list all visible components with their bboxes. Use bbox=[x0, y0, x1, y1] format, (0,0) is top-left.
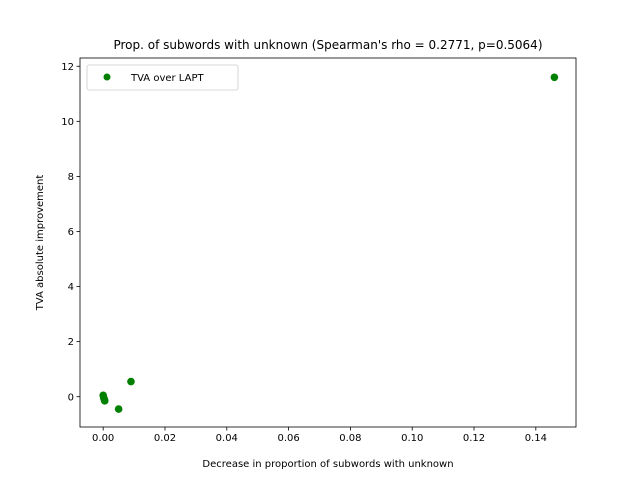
data-point bbox=[550, 73, 559, 82]
y-tick-label: 12 bbox=[61, 62, 74, 73]
x-tick-label: 0.00 bbox=[92, 433, 114, 444]
x-axis-ticks: 0.00 0.02 0.04 0.06 0.08 0.10 0.12 0.14 bbox=[92, 427, 547, 444]
legend-marker bbox=[103, 73, 111, 81]
data-point bbox=[100, 397, 109, 405]
x-tick-label: 0.08 bbox=[339, 433, 361, 444]
y-tick-label: 0 bbox=[68, 392, 74, 403]
x-tick-label: 0.12 bbox=[463, 433, 485, 444]
y-tick-label: 6 bbox=[68, 227, 74, 238]
x-axis-label: Decrease in proportion of subwords with … bbox=[202, 459, 453, 470]
scatter-points bbox=[99, 73, 559, 413]
chart-title: Prop. of subwords with unknown (Spearman… bbox=[113, 38, 542, 52]
legend-box bbox=[86, 64, 239, 91]
y-tick-label: 8 bbox=[68, 172, 74, 183]
y-tick-label: 10 bbox=[61, 117, 74, 128]
x-tick-label: 0.02 bbox=[154, 433, 176, 444]
plot-frame bbox=[79, 57, 577, 428]
x-tick-label: 0.10 bbox=[401, 433, 423, 444]
data-point bbox=[114, 405, 123, 413]
x-tick-label: 0.06 bbox=[277, 433, 299, 444]
y-tick-label: 2 bbox=[68, 337, 74, 348]
x-tick-label: 0.14 bbox=[525, 433, 547, 444]
data-point bbox=[127, 377, 135, 386]
legend: TVA over LAPT bbox=[86, 64, 239, 91]
y-axis-ticks: 0 2 4 6 8 10 12 bbox=[61, 62, 80, 403]
y-axis-label: TVA absolute improvement bbox=[35, 175, 46, 312]
y-tick-label: 4 bbox=[68, 282, 74, 293]
x-tick-label: 0.04 bbox=[216, 433, 238, 444]
legend-label: TVA over LAPT bbox=[130, 73, 204, 84]
